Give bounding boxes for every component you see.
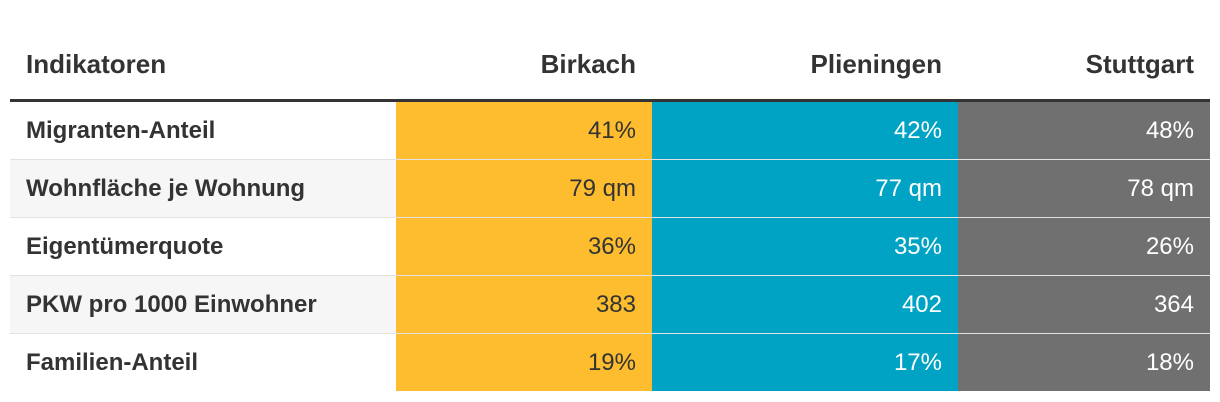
value-cell-plieningen: 77 qm [652, 159, 958, 218]
value-cell-stuttgart: 48% [958, 100, 1210, 160]
table-row: Migranten-Anteil 41% 42% 48% [10, 100, 1210, 160]
value-cell-birkach: 36% [396, 217, 652, 276]
row-label: Migranten-Anteil [10, 100, 396, 160]
indicator-table-container: Indikatoren Birkach Plieningen Stuttgart… [10, 30, 1210, 391]
row-label: Eigentümerquote [10, 217, 396, 276]
row-label: Familien-Anteil [26, 348, 199, 376]
value-cell-plieningen: 35% [652, 217, 958, 276]
value-cell-stuttgart: 26% [958, 217, 1210, 276]
header-indicators: Indikatoren [10, 30, 396, 102]
header-birkach: Birkach [396, 30, 652, 102]
value-cell-birkach: 79 qm [396, 159, 652, 218]
value-cell-birkach: 19% [396, 333, 652, 391]
header-plieningen: Plieningen [652, 30, 958, 102]
header-row: Indikatoren Birkach Plieningen Stuttgart [10, 30, 1210, 102]
row-label: PKW pro 1000 Einwohner [10, 275, 396, 334]
row-label: Wohnfläche je Wohnung [10, 159, 396, 218]
value-cell-stuttgart: 78 qm [958, 159, 1210, 218]
header-stuttgart: Stuttgart [958, 30, 1210, 102]
table-row: Familien-Anteil 19% 17% 18% [10, 333, 1210, 391]
value-cell-stuttgart: 364 [958, 275, 1210, 334]
value-cell-plieningen: 402 [652, 275, 958, 334]
value-cell-birkach: 41% [396, 100, 652, 160]
indicator-table: Indikatoren Birkach Plieningen Stuttgart… [10, 30, 1210, 391]
value-cell-stuttgart: 18% [958, 333, 1210, 391]
value-cell-birkach: 383 [396, 275, 652, 334]
table-row: Wohnfläche je Wohnung 79 qm 77 qm 78 qm [10, 159, 1210, 218]
table-body: Migranten-Anteil 41% 42% 48% Wohnfläche je W… [10, 100, 1210, 391]
table-row: PKW pro 1000 Einwohner 383 402 364 [10, 275, 1210, 334]
value-cell-plieningen: 17% [652, 333, 958, 391]
table-row: Eigentümerquote 36% 35% 26% [10, 217, 1210, 276]
value-cell-plieningen: 42% [652, 100, 958, 160]
